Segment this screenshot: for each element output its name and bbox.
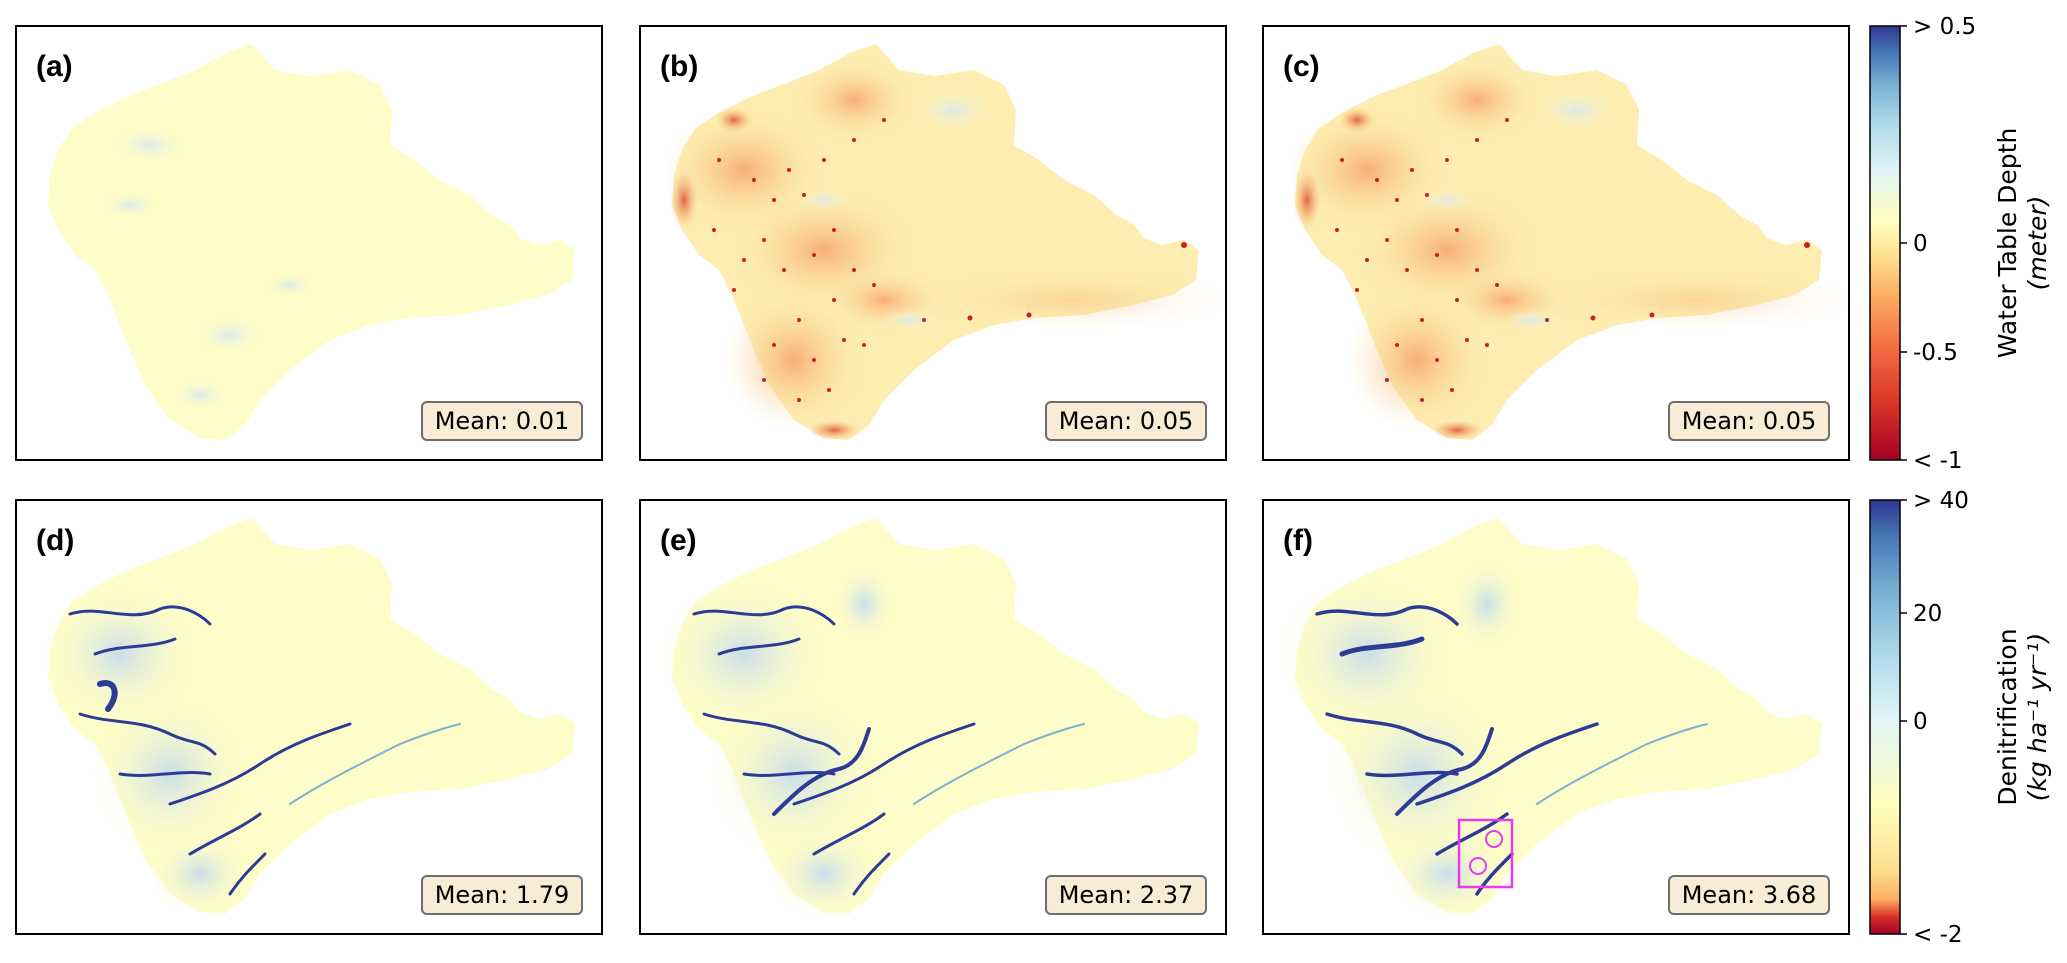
colorbar-tick-label: < -2 [1913,922,1963,948]
mean-badge: Mean: 1.79 [421,875,583,915]
colorbar-tick-label: > 0.5 [1913,14,1976,40]
pumping-wells [712,118,1187,402]
panel-d: (d) Mean: 1.79 [15,499,603,935]
water-table-variation [100,127,316,411]
colorbar-gradient [1869,25,1901,461]
colorbar-tick-label: < -1 [1913,448,1963,474]
colorbar-tick-label: -0.5 [1913,340,1958,366]
colorbar-tick-label: 0 [1913,709,1928,735]
panel-label: (d) [36,524,74,557]
colorbar-title: Water Table Depth [1993,128,2022,359]
colorbar-tick-label: > 40 [1913,488,1969,514]
colorbar-unit: (kg ha⁻¹ yr⁻¹) [2023,633,2052,801]
mean-value: Mean: 0.01 [435,407,570,435]
mean-badge: Mean: 0.05 [1668,401,1830,441]
panel-e: (e) Mean: 2.37 [639,499,1227,935]
colorbar-gradient [1869,499,1901,935]
panel-f: (f) Mean: 3.68 [1262,499,1850,935]
panel-a: (a) Mean: 0.01 [15,25,603,461]
pumping-wells [1335,118,1810,402]
panel-label: (e) [660,524,697,557]
mean-badge: Mean: 0.05 [1045,401,1207,441]
mean-badge: Mean: 3.68 [1668,875,1830,915]
denitrification-channels [1315,605,1708,896]
colorbar-water-table: > 0.5 0 -0.5 < -1 Water Table Depth (met… [1869,14,2052,474]
panel-label: (c) [1283,50,1320,83]
colorbar-tick-label: 0 [1913,231,1928,257]
colorbar-tick-label: 20 [1913,601,1942,627]
mean-badge: Mean: 0.01 [421,401,583,441]
mean-value: Mean: 3.68 [1682,881,1817,909]
colorbar-denitrification: > 40 20 0 < -2 Denitrification (kg ha⁻¹ … [1869,488,2052,948]
mean-value: Mean: 0.05 [1682,407,1817,435]
highlight-box [1457,818,1514,889]
panel-label: (a) [36,50,73,83]
mean-value: Mean: 2.37 [1059,881,1194,909]
panel-c: (c) Mean: 0.05 [1262,25,1857,461]
denitrification-channels [68,605,461,896]
denitrification-hotspots [659,564,894,919]
panel-label: (b) [660,50,698,83]
mean-value: Mean: 0.05 [1059,407,1194,435]
panel-label: (f) [1283,524,1313,557]
colorbar-title: Denitrification [1993,628,2022,805]
mean-value: Mean: 1.79 [435,881,570,909]
denitrification-channels [692,605,1085,896]
mean-badge: Mean: 2.37 [1045,875,1207,915]
panel-b: (b) Mean: 0.05 [639,25,1234,461]
colorbar-unit: (meter) [2023,196,2052,291]
